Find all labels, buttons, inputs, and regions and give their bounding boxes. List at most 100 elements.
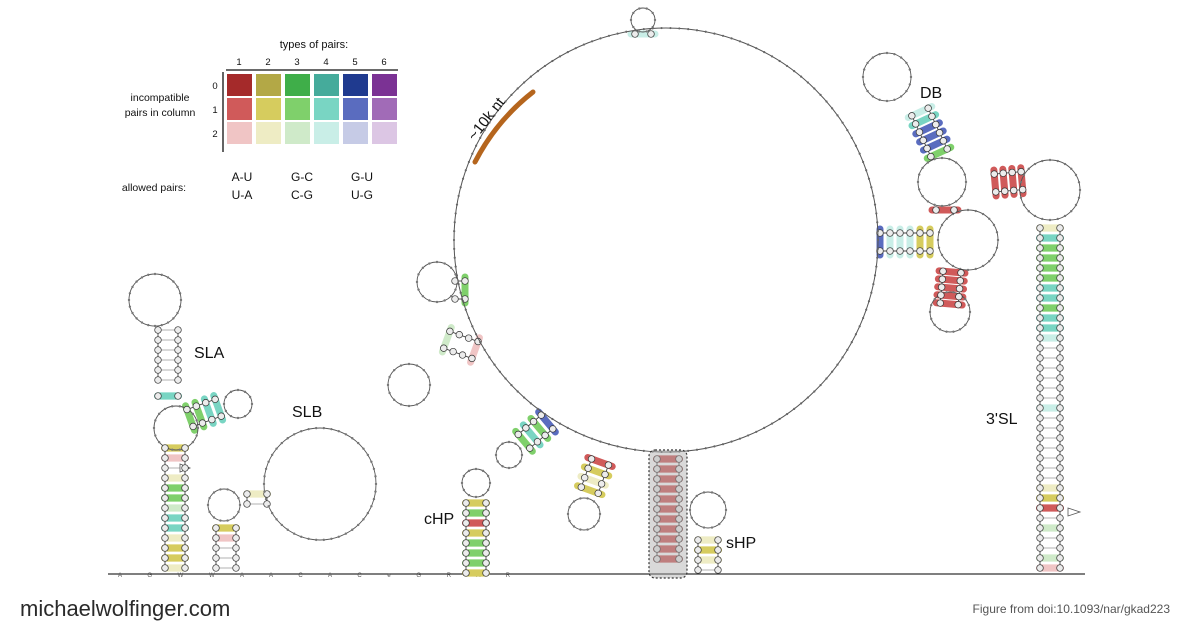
loop-nucleotide (467, 160, 470, 164)
loop-nucleotide (763, 51, 766, 54)
loop-nucleotide (237, 496, 240, 500)
loop-nucleotide (219, 488, 222, 491)
loop-nucleotide (695, 448, 699, 451)
nucleotide (1056, 284, 1064, 292)
loop-nucleotide (858, 152, 861, 155)
base-pair (653, 505, 683, 513)
nucleotide (714, 546, 722, 554)
loop-nucleotide (738, 40, 741, 43)
nucleotide (1036, 444, 1044, 452)
loop-nucleotide (322, 426, 326, 430)
nucleotide (1017, 168, 1025, 176)
loop-nucleotide (399, 364, 403, 367)
allowed-pair-gu: G-U (351, 170, 373, 184)
nucleotide (1036, 424, 1044, 432)
loop-nucleotide (238, 503, 242, 507)
allowed-pairs-label: allowed pairs: (122, 182, 186, 194)
loop-nucleotide (523, 81, 526, 84)
loop-nucleotide (653, 18, 657, 22)
nucleotide (956, 277, 964, 285)
loop-nucleotide (219, 519, 222, 522)
loop-nucleotide (293, 433, 296, 436)
loop-nucleotide (152, 426, 156, 430)
loop-nucleotide (551, 417, 554, 421)
loop-nucleotide (428, 262, 431, 265)
nucleotide (449, 347, 457, 356)
nucleotide (462, 519, 470, 527)
nucleotide (181, 444, 189, 452)
loop-nucleotide (854, 144, 857, 147)
nucleotide (1056, 464, 1064, 472)
loop-nucleotide (952, 330, 955, 333)
loop-nucleotide (307, 427, 310, 431)
label-sla: SLA (194, 345, 225, 362)
nucleotide (908, 112, 916, 120)
loop-nucleotide (208, 496, 211, 500)
nucleotide (1056, 364, 1064, 372)
nucleotide (181, 454, 189, 462)
nucleotide (461, 277, 469, 285)
nucleotide (181, 544, 189, 552)
nucleotide (1036, 324, 1044, 332)
loop-nucleotide (597, 519, 600, 523)
loop-nucleotide (157, 440, 161, 444)
loop-nucleotide (854, 333, 857, 336)
loop-nucleotide (1019, 196, 1023, 199)
loop-nucleotide (872, 282, 875, 286)
loop-nucleotide (638, 30, 641, 33)
loop-nucleotide (568, 505, 571, 509)
loop-nucleotide (452, 238, 456, 242)
legend-swatch (372, 74, 397, 96)
nucleotide (154, 392, 162, 400)
loop-nucleotide (960, 194, 963, 198)
nucleotide (181, 534, 189, 542)
nucleotide (181, 564, 189, 572)
loop-nucleotide (172, 317, 175, 320)
loop-nucleotide (981, 264, 985, 268)
loop-nucleotide (861, 75, 865, 79)
nucleotide (932, 206, 940, 214)
loop-nucleotide (687, 449, 690, 452)
loop-nucleotide (494, 453, 498, 457)
nucleotide (675, 535, 683, 543)
nucleotide (181, 514, 189, 522)
loop-nucleotide (558, 55, 562, 58)
loop-nucleotide (597, 505, 600, 509)
loop-nucleotide (747, 434, 750, 437)
loop-nucleotide (170, 405, 174, 408)
loop-nucleotide (407, 404, 411, 408)
nucleotide (1056, 484, 1064, 492)
loop-nucleotide (543, 412, 547, 416)
loop-nucleotide (632, 11, 635, 15)
nucleotide (161, 474, 169, 482)
figure-credit: Figure from doi:10.1093/nar/gkad223 (972, 602, 1170, 616)
loop-nucleotide (916, 180, 920, 184)
loop-nucleotide (516, 390, 519, 393)
nucleotide (916, 229, 924, 237)
loop-nucleotide (870, 291, 873, 294)
nucleotide (1056, 244, 1064, 252)
loop-nucleotide (464, 308, 467, 311)
nucleotide (482, 549, 490, 557)
loop-nucleotide (208, 510, 211, 514)
loop-nucleotide (917, 173, 921, 176)
nucleotide (154, 326, 162, 334)
loop-nucleotide (723, 500, 726, 504)
loop-nucleotide (454, 212, 457, 215)
nucleotide (212, 544, 220, 552)
nucleotide (1056, 354, 1064, 362)
nucleotide (1056, 334, 1064, 342)
loop-nucleotide (937, 246, 941, 249)
site-name[interactable]: michaelwolfinger.com (20, 596, 231, 621)
loop-nucleotide (862, 316, 865, 320)
loop-nucleotide (819, 384, 822, 387)
loop-nucleotide (153, 272, 157, 276)
loop-nucleotide (695, 522, 698, 526)
loop-nucleotide (488, 121, 491, 124)
nucleotide (653, 495, 661, 503)
nucleotide (1056, 224, 1064, 232)
nucleotide (1056, 454, 1064, 462)
loop-nucleotide (806, 396, 809, 399)
loop-nucleotide (988, 217, 991, 220)
